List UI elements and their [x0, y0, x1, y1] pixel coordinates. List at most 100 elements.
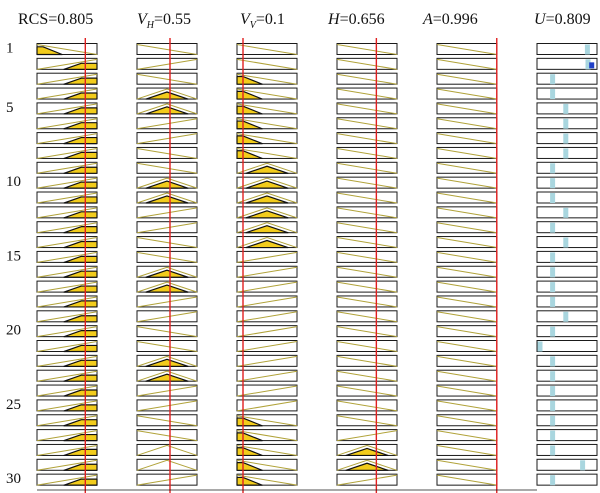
cell-u-23	[536, 369, 598, 382]
cell-u-29	[536, 458, 598, 471]
mf-guide-a-17	[436, 281, 498, 293]
mf-guide-vh-4	[136, 88, 198, 100]
mf-fill-vv-10	[245, 180, 289, 189]
mf-guide-rcs-12	[36, 207, 98, 219]
mf-guide-a-6	[436, 118, 498, 130]
mf-guide-a-23	[436, 370, 498, 382]
output-marker-2	[589, 62, 595, 69]
mf-guide-rcs-6	[36, 118, 98, 130]
mf-guide-a-3	[436, 73, 498, 85]
mf-guide-rcs-5	[36, 103, 98, 115]
mf-guide-rcs-28	[36, 444, 98, 456]
mf-guide-a-30	[436, 474, 498, 486]
mf-guide-a-24	[436, 385, 498, 397]
title-vv: VV=0.1	[240, 11, 285, 31]
mf-guide-h-3	[336, 73, 398, 85]
output-bar-16	[550, 267, 556, 278]
mf-guide-a-16	[436, 266, 498, 278]
mf-guide-h-27	[336, 430, 398, 442]
cell-u-21	[536, 340, 598, 352]
mf-guide-a-5	[436, 103, 498, 115]
mf-guide-vv-9	[236, 162, 298, 174]
mf-guide-rcs-26	[36, 415, 98, 427]
output-bar-18	[550, 296, 556, 307]
mf-guide-vh-11	[136, 192, 198, 204]
mf-guide-vh-5	[136, 103, 198, 115]
mf-guide-rcs-16	[36, 266, 98, 278]
row-label-10: 10	[6, 174, 21, 190]
mf-guide-vh-9	[136, 162, 198, 174]
mf-guide-a-2	[436, 58, 498, 70]
cell-u-4	[536, 87, 598, 100]
cell-u-9	[536, 161, 598, 174]
mf-fill-vh-11	[145, 195, 189, 204]
mf-guide-rcs-2	[36, 58, 98, 70]
row-label-15: 15	[6, 248, 21, 264]
mf-guide-h-7	[336, 133, 398, 145]
mf-guide-vv-17	[236, 281, 298, 293]
mf-guide-rcs-1	[36, 44, 98, 55]
output-bar-11	[550, 193, 556, 203]
output-bar-12	[563, 207, 569, 218]
mf-guide-a-26	[436, 415, 498, 427]
mf-guide-a-18	[436, 296, 498, 308]
column-titles: RCS=0.805 VH=0.55 VV=0.1 H=0.656 A=0.996 U=0.…	[18, 11, 591, 31]
mf-guide-vv-22	[236, 355, 298, 367]
mf-guide-vv-8	[236, 147, 298, 159]
row-label-25: 25	[6, 397, 21, 413]
mf-guide-h-30	[336, 474, 398, 486]
mf-fill-vh-17	[145, 284, 189, 293]
mf-guide-rcs-14	[36, 237, 98, 249]
mf-guide-rcs-23	[36, 370, 98, 382]
mf-guide-rcs-17	[36, 281, 98, 293]
mf-guide-a-13	[436, 222, 498, 234]
mf-guide-rcs-22	[36, 355, 98, 367]
cell-u-22	[536, 354, 598, 367]
mf-guide-vv-2	[236, 58, 298, 70]
mf-guide-vh-24	[136, 385, 198, 397]
mf-guide-a-1	[436, 44, 498, 55]
mf-guide-a-11	[436, 192, 498, 204]
row-label-30: 30	[6, 471, 21, 487]
mf-guide-vh-8	[136, 147, 198, 159]
mf-fill-vh-16	[145, 269, 189, 278]
mf-guide-vv-27	[236, 430, 298, 442]
mf-guide-vh-21	[136, 341, 198, 352]
mf-guide-a-15	[436, 251, 498, 263]
output-bar-27	[550, 430, 556, 441]
mf-guide-h-11	[336, 192, 398, 204]
output-bar-28	[550, 445, 556, 456]
mf-guide-vv-18	[236, 296, 298, 308]
output-bar-26	[550, 415, 556, 426]
mf-guide-h-26	[336, 415, 398, 427]
cell-u-26	[536, 414, 598, 427]
mf-guide-a-20	[436, 326, 498, 338]
mf-guide-rcs-27	[36, 430, 98, 442]
output-bar-9	[550, 163, 556, 174]
mf-guide-vh-29	[136, 459, 198, 471]
cell-u-17	[536, 280, 598, 293]
mf-fill-vv-9	[245, 165, 289, 174]
mf-fill-vv-14	[245, 239, 289, 249]
cell-u-20	[536, 325, 598, 338]
mf-guide-vv-20	[236, 326, 298, 338]
mf-fill-vh-23	[145, 373, 189, 382]
mf-guide-h-12	[336, 207, 398, 219]
mf-guide-rcs-29	[36, 459, 98, 471]
mf-guide-vh-22	[136, 355, 198, 367]
mf-guide-vv-3	[236, 73, 298, 85]
mf-guide-vv-13	[236, 222, 298, 234]
output-bar-5	[563, 103, 569, 114]
mf-guide-h-10	[336, 177, 398, 189]
mf-guide-rcs-11	[36, 192, 98, 204]
mf-guide-h-4	[336, 88, 398, 100]
mf-guide-vv-6	[236, 118, 298, 130]
output-bar-21	[537, 341, 543, 352]
mf-guide-a-14	[436, 237, 498, 249]
mf-guide-vh-14	[136, 237, 198, 249]
mf-guide-h-6	[336, 118, 398, 130]
mf-guide-vh-23	[136, 370, 198, 382]
mf-guide-h-8	[336, 147, 398, 159]
mf-guide-a-9	[436, 162, 498, 174]
